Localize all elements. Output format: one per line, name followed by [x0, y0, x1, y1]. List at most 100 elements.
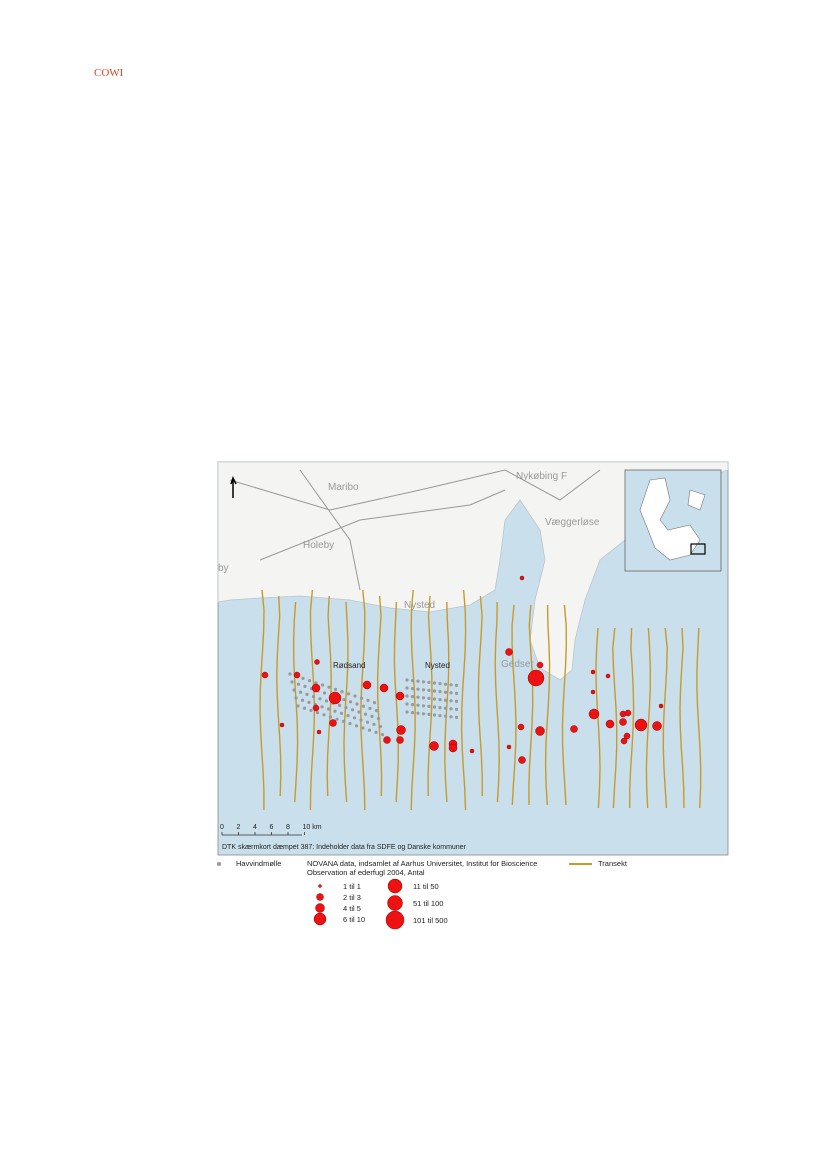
observation	[312, 704, 320, 712]
transect	[410, 589, 416, 811]
turbine	[372, 701, 377, 705]
turbine	[368, 706, 372, 711]
turbine	[443, 714, 448, 718]
turbine	[348, 700, 353, 704]
turbine	[405, 686, 409, 690]
map: Maribo Nykøbing F Væggerløse Holeby by N…	[217, 461, 729, 856]
turbine	[298, 690, 303, 694]
turbine	[333, 687, 338, 692]
turbine	[449, 691, 453, 695]
observation	[429, 741, 439, 751]
transect	[477, 595, 483, 797]
transect	[696, 627, 702, 809]
turbine	[303, 684, 307, 689]
transect	[427, 595, 433, 797]
observation	[316, 729, 322, 735]
turbine	[449, 699, 453, 703]
turbine	[302, 706, 307, 710]
turbine	[328, 715, 333, 719]
turbine	[410, 695, 415, 699]
place-label: Holeby	[303, 540, 334, 551]
turbine	[354, 724, 359, 728]
transect	[309, 589, 316, 811]
observation	[570, 725, 578, 733]
turbine	[376, 717, 381, 721]
legend-label: Transekt	[598, 859, 628, 868]
turbine	[352, 716, 357, 720]
turbine	[432, 705, 437, 709]
turbine	[427, 696, 431, 701]
observation	[619, 718, 627, 726]
legend-symbol	[313, 912, 327, 926]
legend-symbol	[318, 884, 322, 888]
observation	[624, 709, 632, 717]
observation	[395, 691, 405, 701]
turbine	[432, 697, 437, 701]
turbine	[363, 712, 368, 716]
observation	[311, 683, 321, 693]
turbine	[322, 691, 327, 695]
transect	[544, 604, 551, 806]
turbine	[374, 709, 379, 713]
scale-bar: 0 2 4 6 8 10 km	[220, 824, 322, 836]
turbine	[322, 713, 326, 717]
observation	[362, 680, 372, 690]
legend-label: 101 til 500	[413, 916, 448, 925]
turbine	[405, 678, 409, 682]
transect	[679, 627, 685, 809]
legend-label: Observation af ederfugl 2004, Antal	[307, 868, 425, 877]
place-label: Maribo	[328, 482, 359, 493]
scale-label: 10 km	[303, 824, 322, 831]
turbine	[311, 695, 316, 699]
turbine	[361, 726, 365, 730]
transect	[360, 589, 366, 811]
turbine	[357, 710, 361, 714]
transect	[444, 601, 450, 803]
observation	[536, 661, 544, 669]
inset-frame	[690, 543, 706, 555]
turbine	[307, 679, 312, 683]
turbine	[443, 690, 448, 694]
turbine	[365, 720, 370, 724]
transect	[276, 595, 282, 797]
scale-label: 4	[253, 824, 257, 831]
turbine	[454, 715, 459, 720]
logo: COWI	[94, 67, 124, 79]
turbine	[438, 682, 442, 686]
turbine	[337, 703, 342, 708]
turbine	[438, 698, 442, 702]
legend-label: NOVANA data, indsamlet af Aarhus Univers…	[307, 859, 537, 868]
turbine	[380, 733, 385, 737]
turbine	[292, 688, 296, 692]
turbine	[355, 702, 359, 706]
wind-turbines	[288, 672, 459, 737]
observation	[293, 671, 301, 679]
legend-label: 1 til 1	[343, 882, 361, 891]
observations	[261, 575, 664, 764]
observation	[519, 575, 525, 581]
transect	[511, 604, 517, 806]
turbine	[348, 722, 352, 726]
turbine	[416, 679, 420, 683]
transect	[645, 627, 651, 809]
observation	[314, 659, 320, 665]
turbine	[432, 689, 437, 693]
turbine	[326, 707, 331, 711]
turbine	[324, 699, 329, 703]
turbine	[421, 704, 426, 708]
transect	[528, 604, 534, 806]
observation	[623, 732, 631, 740]
legend-label: 4 til 5	[343, 904, 361, 913]
transect	[662, 627, 668, 809]
observation	[383, 736, 391, 744]
observation	[527, 669, 545, 687]
legend-symbol	[315, 903, 325, 913]
observation	[588, 708, 600, 720]
turbine	[339, 711, 344, 716]
observation	[328, 691, 342, 705]
turbine	[405, 694, 409, 698]
turbine	[335, 717, 339, 721]
transect	[377, 595, 383, 797]
legend-symbol	[385, 910, 405, 930]
turbine	[427, 712, 431, 717]
